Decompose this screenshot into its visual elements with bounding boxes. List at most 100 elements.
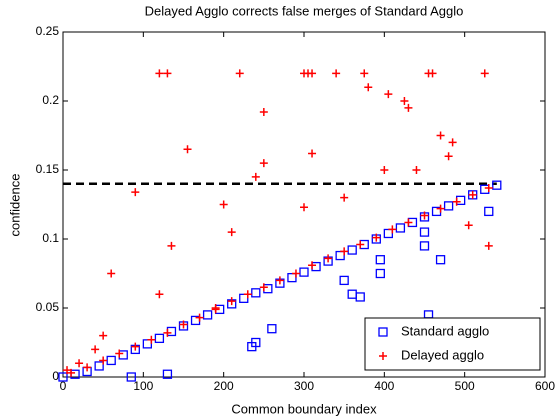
plus-marker bbox=[484, 183, 493, 192]
plus-marker bbox=[436, 204, 445, 213]
square-marker bbox=[383, 228, 394, 239]
plus-marker bbox=[183, 145, 192, 154]
y-tick-label: 0 bbox=[52, 369, 59, 383]
square-marker bbox=[251, 337, 261, 348]
square-marker bbox=[202, 310, 213, 320]
plus-marker bbox=[211, 304, 220, 312]
legend-label: Standard agglo bbox=[401, 323, 489, 338]
legend-box bbox=[364, 317, 541, 371]
square-marker bbox=[299, 267, 309, 277]
x-tick-label: 100 bbox=[133, 379, 153, 393]
plus-marker bbox=[131, 188, 140, 197]
plus-marker bbox=[308, 149, 317, 158]
plus-marker bbox=[67, 368, 76, 377]
y-tick-label: 0.25 bbox=[36, 24, 60, 38]
plus-marker bbox=[388, 225, 397, 234]
legend-marker bbox=[378, 327, 388, 337]
plus-marker bbox=[400, 97, 409, 105]
square-marker bbox=[126, 372, 136, 382]
plus-marker bbox=[243, 290, 252, 299]
plus-marker bbox=[259, 159, 268, 168]
plus-marker bbox=[412, 166, 421, 174]
plus-marker bbox=[420, 211, 429, 220]
square-marker bbox=[435, 255, 446, 265]
plus-marker bbox=[167, 241, 176, 250]
square-marker bbox=[419, 241, 430, 251]
x-tick-label: 200 bbox=[214, 379, 234, 393]
plus-marker bbox=[464, 221, 473, 230]
plus-marker bbox=[131, 342, 140, 351]
square-marker bbox=[347, 245, 357, 255]
x-tick-label: 300 bbox=[294, 379, 314, 393]
x-tick-label: 0 bbox=[60, 379, 67, 393]
plus-marker bbox=[308, 69, 317, 78]
square-marker bbox=[251, 288, 261, 298]
square-marker bbox=[395, 223, 406, 233]
plus-marker bbox=[360, 69, 369, 78]
plus-marker bbox=[428, 69, 437, 78]
plus-marker bbox=[155, 69, 164, 78]
square-marker bbox=[443, 201, 454, 211]
plus-marker bbox=[356, 240, 365, 249]
square-marker bbox=[106, 355, 116, 366]
plus-marker bbox=[340, 193, 349, 202]
square-marker bbox=[58, 372, 68, 382]
plus-marker bbox=[227, 297, 236, 306]
plus-marker bbox=[291, 269, 300, 278]
square-marker bbox=[375, 268, 385, 279]
square-marker bbox=[492, 180, 502, 190]
plus-marker bbox=[155, 290, 164, 299]
plus-marker bbox=[235, 69, 244, 78]
x-tick-label: 500 bbox=[455, 379, 475, 393]
plus-marker bbox=[147, 335, 156, 344]
plus-marker bbox=[324, 254, 333, 263]
plus-marker bbox=[259, 283, 268, 292]
legend-marker bbox=[379, 352, 387, 360]
plus-marker bbox=[372, 233, 381, 242]
square-marker bbox=[154, 333, 165, 344]
plus-marker bbox=[380, 166, 389, 174]
plus-marker bbox=[448, 138, 457, 147]
square-marker bbox=[355, 292, 365, 302]
chart-title: Delayed Agglo corrects false merges of S… bbox=[145, 3, 464, 18]
plus-marker bbox=[340, 247, 349, 256]
plus-marker bbox=[452, 197, 461, 206]
y-tick-label: 0.05 bbox=[36, 300, 60, 314]
plus-marker bbox=[63, 366, 72, 375]
plus-marker bbox=[480, 69, 489, 78]
square-marker bbox=[239, 293, 249, 303]
plus-marker bbox=[332, 69, 341, 78]
plus-marker bbox=[163, 69, 172, 78]
x-tick-label: 400 bbox=[374, 379, 394, 393]
square-marker bbox=[335, 250, 345, 261]
plus-marker bbox=[163, 328, 172, 337]
plus-marker bbox=[404, 218, 413, 227]
plus-marker bbox=[75, 359, 84, 368]
plus-marker bbox=[115, 349, 124, 358]
plus-marker bbox=[308, 261, 317, 270]
plus-marker bbox=[99, 356, 108, 365]
plus-marker bbox=[219, 200, 228, 209]
square-marker bbox=[162, 369, 173, 379]
square-marker bbox=[267, 324, 277, 334]
square-marker bbox=[94, 361, 104, 371]
square-marker bbox=[419, 227, 430, 237]
y-axis-label: confidence bbox=[7, 174, 22, 237]
plus-marker bbox=[91, 345, 100, 354]
plus-marker bbox=[259, 108, 268, 117]
plus-marker bbox=[384, 90, 393, 99]
plus-marker bbox=[227, 228, 236, 237]
plus-marker bbox=[107, 269, 116, 278]
square-marker bbox=[287, 272, 297, 283]
plus-marker bbox=[83, 363, 92, 372]
square-marker bbox=[484, 206, 494, 217]
plus-marker bbox=[468, 190, 477, 199]
square-marker bbox=[375, 255, 385, 265]
plus-marker bbox=[444, 152, 453, 161]
square-marker bbox=[142, 339, 153, 349]
plus-marker bbox=[251, 172, 260, 181]
plus-marker bbox=[275, 276, 284, 285]
plus-marker bbox=[484, 241, 493, 250]
y-tick-label: 0.15 bbox=[36, 162, 60, 176]
